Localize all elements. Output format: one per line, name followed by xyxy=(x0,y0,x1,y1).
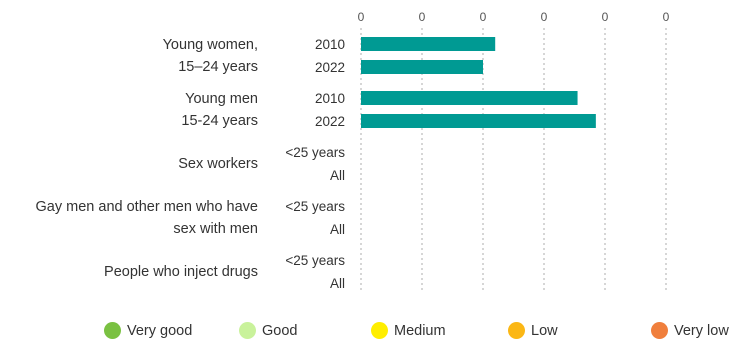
category-label: sex with men xyxy=(173,221,258,237)
legend-label-very-good: Very good xyxy=(127,322,193,339)
bars xyxy=(361,37,596,128)
sub-category-label: <25 years xyxy=(285,199,345,214)
legend: Very good Good Medium Low Very low xyxy=(0,322,750,352)
legend-item-very-good: Very good xyxy=(104,322,192,339)
x-tick-label: 0 xyxy=(358,10,365,24)
x-tick-label: 0 xyxy=(602,10,609,24)
bar xyxy=(361,60,483,74)
bar xyxy=(361,114,596,128)
legend-swatch-medium xyxy=(371,322,388,339)
sub-category-label: All xyxy=(330,168,345,183)
legend-swatch-very-good xyxy=(104,322,121,339)
x-tick-labels: 0 0 0 0 0 0 xyxy=(358,10,670,24)
category-label: Sex workers xyxy=(178,156,258,172)
sub-category-label: 2010 xyxy=(315,91,345,106)
gridlines xyxy=(360,28,667,290)
legend-label-very-low: Very low xyxy=(674,322,729,339)
legend-swatch-low xyxy=(508,322,525,339)
x-tick-label: 0 xyxy=(663,10,670,24)
legend-item-good: Good xyxy=(239,322,297,339)
category-label: Gay men and other men who have xyxy=(36,199,258,215)
x-tick-label: 0 xyxy=(480,10,487,24)
category-label: Young men xyxy=(185,91,258,107)
legend-label-good: Good xyxy=(262,322,298,339)
category-label: People who inject drugs xyxy=(104,264,258,280)
legend-item-medium: Medium xyxy=(371,322,446,339)
legend-label-medium: Medium xyxy=(394,322,446,339)
bar xyxy=(361,37,496,51)
sub-category-label: <25 years xyxy=(285,145,345,160)
x-tick-label: 0 xyxy=(419,10,426,24)
category-label: 15–24 years xyxy=(178,59,258,75)
sub-category-label: 2022 xyxy=(315,114,345,129)
sub-category-label: All xyxy=(330,222,345,237)
legend-swatch-very-low xyxy=(651,322,668,339)
category-label: 15-24 years xyxy=(181,113,258,129)
legend-item-low: Low xyxy=(508,322,558,339)
sub-category-label: <25 years xyxy=(285,253,345,268)
legend-swatch-good xyxy=(239,322,256,339)
sub-category-label: 2010 xyxy=(315,37,345,52)
category-label: Young women, xyxy=(163,37,258,53)
bar xyxy=(361,91,578,105)
sub-category-label: All xyxy=(330,276,345,291)
legend-item-very-low: Very low xyxy=(651,322,729,339)
legend-label-low: Low xyxy=(531,322,558,339)
category-labels: Young women, 15–24 years 2010 2022 Young men… xyxy=(36,37,346,291)
sub-category-label: 2022 xyxy=(315,60,345,75)
x-tick-label: 0 xyxy=(541,10,548,24)
